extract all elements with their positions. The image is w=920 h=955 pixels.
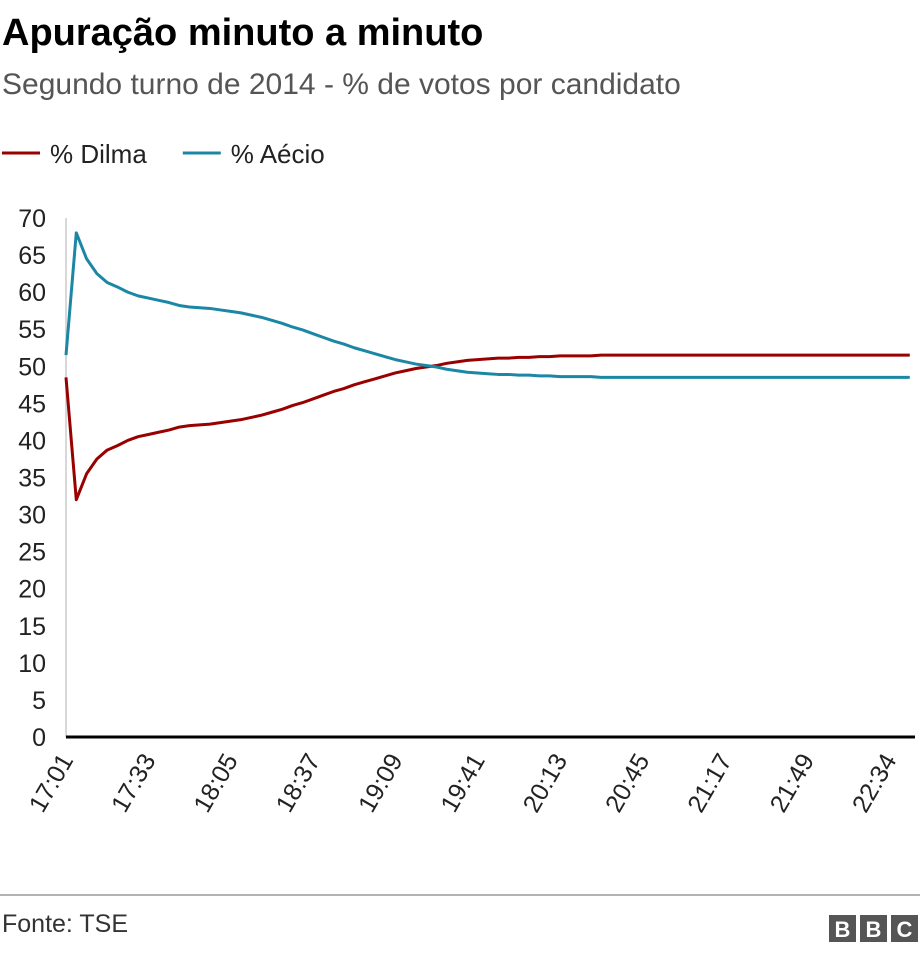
- source: Fonte: TSE: [2, 910, 128, 938]
- svg-text:B: B: [835, 917, 851, 942]
- y-tick-label: 50: [18, 353, 46, 381]
- y-tick-label: 40: [18, 427, 46, 455]
- y-tick-label: 65: [18, 242, 46, 270]
- y-tick-label: 70: [18, 205, 46, 233]
- y-tick-label: 15: [18, 613, 46, 641]
- x-tick-label: 19:41: [435, 749, 491, 817]
- x-tick-label: 19:09: [353, 749, 409, 817]
- y-tick-label: 35: [18, 465, 46, 493]
- bbc-logo: B B C: [829, 915, 918, 942]
- series-line: [64, 231, 910, 379]
- y-tick-label: 0: [32, 724, 46, 752]
- series-line: [64, 353, 910, 502]
- y-tick-label: 55: [18, 316, 46, 344]
- y-tick-label: 5: [32, 687, 46, 715]
- x-tick-label: 20:45: [600, 749, 656, 817]
- x-tick-label: 21:17: [682, 749, 738, 817]
- y-tick-label: 30: [18, 502, 46, 530]
- y-tick-label: 45: [18, 390, 46, 418]
- chart-subtitle: Segundo turno de 2014 - % de votos por c…: [2, 68, 681, 101]
- x-tick-label: 20:13: [518, 749, 574, 817]
- svg-text:B: B: [866, 917, 882, 942]
- legend-label: % Dilma: [50, 139, 147, 169]
- x-tick-label: 17:33: [106, 749, 162, 817]
- y-tick-label: 10: [18, 650, 46, 678]
- y-tick-label: 60: [18, 279, 46, 307]
- x-tick-label: 18:37: [271, 749, 327, 817]
- x-tick-label: 17:01: [24, 749, 80, 817]
- svg-text:C: C: [897, 917, 913, 942]
- x-tick-label: 21:49: [765, 749, 821, 817]
- y-tick-label: 25: [18, 539, 46, 567]
- legend-label: % Aécio: [231, 139, 325, 169]
- y-tick-label: 20: [18, 576, 46, 604]
- chart-title: Apuração minuto a minuto: [2, 12, 483, 54]
- x-tick-label: 22:34: [847, 749, 903, 817]
- x-tick-label: 18:05: [188, 749, 244, 817]
